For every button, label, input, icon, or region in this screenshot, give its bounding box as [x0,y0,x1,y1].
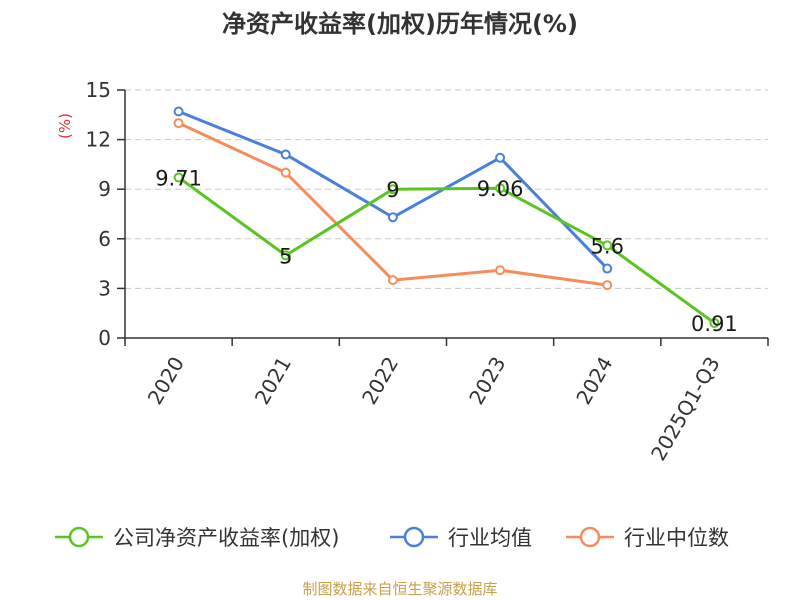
y-tick-label: 12 [86,128,111,152]
x-tick-label: 2025Q1-Q3 [646,353,725,465]
series-point-1 [602,263,613,274]
series-point-1 [495,152,506,163]
data-label-layer: 9.71 5 9 9.06 5.6 0.91 [155,166,738,335]
series-point-0 [173,172,184,183]
x-tick-label: 2021 [250,353,296,409]
series-point-2 [387,275,398,286]
series-point-1 [280,149,291,160]
series-point-1 [173,106,184,117]
y-tick-label: 0 [98,326,111,350]
x-tick-label: 2022 [357,353,403,409]
series-point-2 [173,118,184,129]
y-axis-label: (%) [56,113,74,139]
series-point-1 [387,212,398,223]
axis-layer: 0 3 6 9 12 15 2020 2021 2022 2023 2024 2025Q1-Q3 [86,78,769,465]
x-tick-label: 2024 [571,353,617,409]
y-tick-label: 9 [98,177,111,201]
series-point-0 [495,183,506,194]
legend-label: 行业中位数 [624,526,729,550]
data-label: 5 [279,244,292,268]
chart-title: 净资产收益率(加权)历年情况(%) [222,10,578,38]
source-note: 制图数据来自恒生聚源数据库 [302,580,497,598]
legend-label: 行业均值 [448,526,532,550]
data-label: 5.6 [591,234,624,258]
y-tick-label: 6 [98,227,111,251]
legend-marker-icon [68,526,90,548]
series-point-2 [602,280,613,291]
legend: 公司净资产收益率(加权) 行业均值 行业中位数 [55,526,729,550]
data-label: 9 [386,178,399,202]
series-line-0 [177,176,716,325]
data-label: 9.06 [477,177,524,201]
y-tick-label: 3 [98,276,111,300]
y-tick-label: 15 [86,78,111,102]
legend-marker-icon [579,526,601,548]
series-point-2 [280,167,291,178]
series-point-0 [709,317,720,328]
series-point-2 [495,265,506,276]
legend-marker-icon [403,526,425,548]
series-layer [173,106,720,328]
data-label: 9.71 [155,166,202,190]
x-tick-label: 2020 [143,353,189,409]
x-tick-label: 2023 [464,353,510,409]
series-point-0 [280,250,291,261]
data-label: 0.91 [691,312,738,336]
series-point-0 [602,240,613,251]
series-point-0 [387,184,398,195]
legend-label: 公司净资产收益率(加权) [113,526,339,550]
